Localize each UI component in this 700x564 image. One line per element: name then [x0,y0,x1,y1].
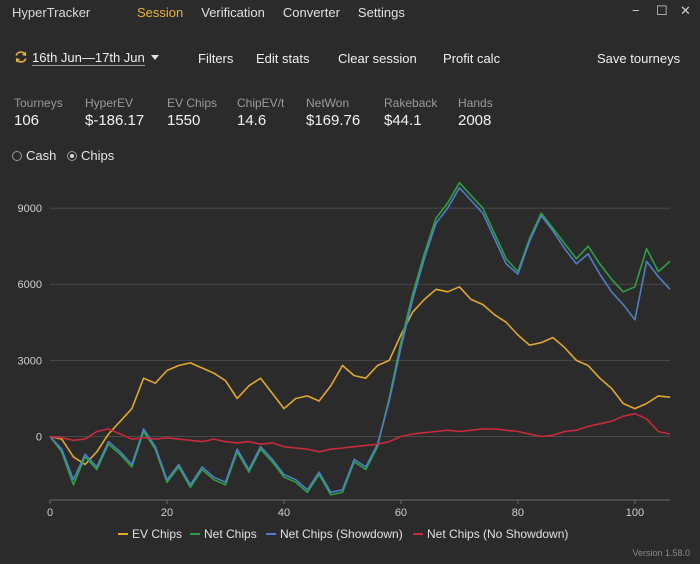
legend-label: Net Chips [204,527,257,541]
stat-hands: Hands 2008 [458,96,493,129]
stat-label: Hands [458,96,493,110]
app-title: HyperTracker [12,5,91,20]
cash-radio[interactable]: Cash [12,148,56,163]
cash-radio-label: Cash [26,148,57,163]
x-tick-label: 0 [47,507,53,519]
y-tick-label: 9000 [18,203,42,215]
x-tick-label: 100 [626,507,644,519]
nav-converter[interactable]: Converter [282,5,340,20]
stat-label: Rakeback [384,96,438,110]
stat-value: $-186.17 [85,112,145,129]
chips-radio-label: Chips [81,148,115,163]
session-toolbar: 16th Jun—17th Jun Filters Edit stats Cle… [0,44,700,74]
y-tick-label: 3000 [18,355,42,367]
edit-stats-button[interactable]: Edit stats [256,51,310,66]
minimize-icon[interactable]: − [632,3,640,18]
x-tick-label: 60 [395,507,407,519]
stat-value: $169.76 [306,112,361,129]
legend-label: Net Chips (No Showdown) [427,527,568,541]
nav-session[interactable]: Session [137,5,184,20]
series-line-0 [49,286,671,466]
radio-circle-icon [12,150,22,161]
stat-label: NetWon [306,96,350,110]
save-tourneys-button[interactable]: Save tourneys [597,51,681,66]
stat-label: Tourneys [14,96,63,110]
clear-session-button[interactable]: Clear session [338,51,417,66]
version-label: Version 1.58.0 [632,548,690,558]
profit-calc-button[interactable]: Profit calc [443,51,501,66]
stat-ev-chips: EV Chips 1550 [167,96,217,129]
stat-value: 1550 [167,112,201,129]
y-tick-label: 6000 [18,279,42,291]
stat-value: 2008 [458,112,492,129]
title-bar: HyperTracker Session Verification Conver… [0,0,700,25]
series-line-3 [49,412,671,453]
stat-value: 14.6 [237,112,267,129]
stat-value: 106 [14,112,40,129]
x-tick-label: 40 [278,507,290,519]
refresh-icon[interactable] [14,50,28,64]
main-nav: Session Verification Converter Settings [137,5,405,20]
maximize-icon[interactable]: ☐ [656,3,668,18]
stat-label: EV Chips [167,96,218,110]
nav-verification[interactable]: Verification [201,5,265,20]
legend-label: Net Chips (Showdown) [280,527,403,541]
stat-netwon: NetWon $169.76 [306,96,360,129]
legend-label: EV Chips [132,527,182,541]
series-line-2 [49,186,671,494]
radio-selected-icon [67,150,77,161]
stat-label: ChipEV/t [237,96,285,110]
x-tick-label: 80 [512,507,524,519]
filters-button[interactable]: Filters [198,51,234,66]
stat-hyperev: HyperEV $-186.17 [85,96,144,129]
stat-chipev-per-t: ChipEV/t 14.6 [237,96,284,129]
stat-label: HyperEV [85,96,134,110]
chips-radio[interactable]: Chips [67,148,114,163]
x-tick-label: 20 [161,507,173,519]
series-line-1 [49,181,671,496]
date-range-select[interactable]: 16th Jun—17th Jun [32,50,145,66]
stat-rakeback: Rakeback $44.1 [384,96,437,129]
stat-tourneys: Tourneys 106 [14,96,63,129]
chevron-down-icon[interactable] [151,55,159,60]
chips-chart: 0 3000 6000 9000 0 20 40 60 80 100 EV Chips Net Chi… [18,181,671,541]
nav-settings[interactable]: Settings [357,5,405,20]
stat-value: $44.1 [384,112,422,129]
y-tick-label: 0 [36,432,42,444]
close-icon[interactable]: ✕ [680,3,691,18]
